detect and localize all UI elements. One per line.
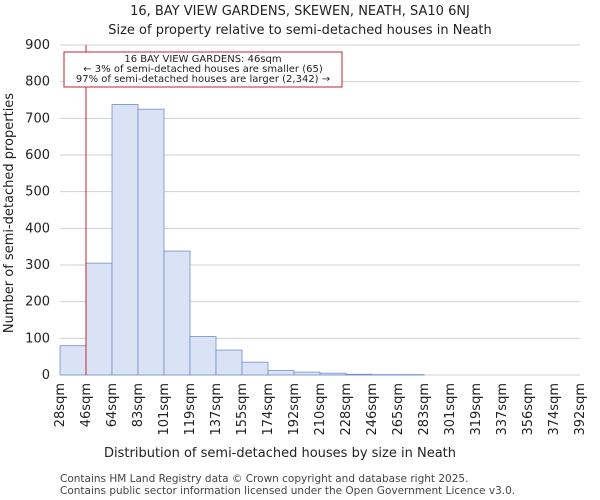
footer-line-2: Contains public sector information licen… [60, 485, 515, 497]
x-tick-label: 301sqm [443, 383, 458, 436]
y-axis-ticks: 0 100 200 300 400 500 600 700 800 900 [25, 38, 50, 383]
chart-title: 16, BAY VIEW GARDENS, SKEWEN, NEATH, SA1… [130, 4, 470, 19]
x-tick-label: 101sqm [157, 383, 172, 436]
bar [319, 372, 347, 376]
bar [345, 373, 373, 376]
x-axis-ticks: 28sqm 46sqm 64sqm 83sqm 101sqm 119sqm 137sqm 15… [53, 383, 588, 436]
x-tick-label: 192sqm [287, 383, 302, 436]
footer-line-1: Contains HM Land Registry data © Crown c… [60, 473, 468, 485]
bar [85, 262, 113, 376]
x-tick-label: 155sqm [235, 383, 250, 436]
bars [59, 104, 425, 376]
x-tick-label: 319sqm [469, 383, 484, 436]
bar [59, 345, 87, 376]
x-axis-label: Distribution of semi-detached houses by … [104, 446, 456, 461]
x-tick-label: 356sqm [521, 383, 536, 436]
x-tick-label: 28sqm [53, 383, 68, 427]
y-tick-label: 100 [25, 331, 50, 346]
bar [241, 361, 269, 376]
x-tick-label: 137sqm [209, 383, 224, 436]
y-axis-label: Number of semi-detached properties [2, 93, 17, 333]
x-tick-label: 64sqm [105, 383, 120, 427]
y-tick-label: 500 [25, 185, 50, 200]
annotation-line-2: ← 3% of semi-detached houses are smaller… [83, 64, 323, 75]
bar [137, 108, 165, 376]
x-tick-label: 246sqm [365, 383, 380, 436]
bar [111, 104, 139, 376]
x-tick-label: 210sqm [313, 383, 328, 436]
bar [189, 336, 217, 376]
bar [163, 250, 191, 376]
y-tick-label: 800 [25, 75, 50, 90]
bar [293, 371, 321, 376]
x-tick-label: 228sqm [339, 383, 354, 436]
x-tick-label: 46sqm [79, 383, 94, 427]
x-tick-label: 374sqm [547, 383, 562, 436]
y-tick-label: 700 [25, 111, 50, 126]
y-tick-label: 400 [25, 221, 50, 236]
x-tick-label: 265sqm [391, 383, 406, 436]
x-tick-label: 283sqm [417, 383, 432, 436]
x-tick-label: 83sqm [131, 383, 146, 427]
x-tick-label: 392sqm [573, 383, 588, 436]
annotation-box: 16 BAY VIEW GARDENS: 46sqm ← 3% of semi-… [63, 51, 343, 88]
y-tick-label: 0 [42, 368, 50, 383]
x-tick-label: 174sqm [261, 383, 276, 436]
x-tick-label: 337sqm [495, 383, 510, 436]
y-tick-label: 900 [25, 38, 50, 53]
annotation-line-3: 97% of semi-detached houses are larger (… [76, 74, 330, 85]
bar [215, 349, 243, 376]
y-tick-label: 300 [25, 258, 50, 273]
x-tick-label: 119sqm [183, 383, 198, 436]
chart-subtitle: Size of property relative to semi-detach… [108, 23, 492, 38]
bar [267, 370, 295, 376]
y-tick-label: 600 [25, 148, 50, 163]
annotation-line-1: 16 BAY VIEW GARDENS: 46sqm [124, 54, 281, 65]
y-tick-label: 200 [25, 295, 50, 310]
